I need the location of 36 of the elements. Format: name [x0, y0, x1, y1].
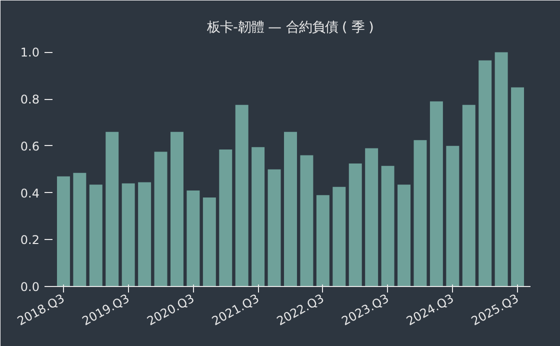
y-tick-label: 0.4 [20, 186, 40, 200]
bar [56, 176, 70, 286]
y-tick-label: 0.2 [20, 233, 40, 248]
y-tick-label: 1.0 [20, 46, 40, 60]
bar [398, 184, 410, 286]
y-tick-label: 0.8 [20, 92, 40, 107]
bar [122, 183, 135, 286]
y-tick-label: 0.0 [20, 280, 40, 294]
bar [219, 149, 232, 286]
bar [170, 132, 184, 286]
bar [348, 164, 362, 286]
bar [365, 148, 378, 286]
chart-title: 板卡-韌體 — 合約負債 ( 季 ) [206, 20, 374, 36]
bar [381, 166, 394, 286]
bar [138, 182, 152, 286]
bar [446, 146, 460, 286]
bar [478, 60, 492, 286]
bar [300, 155, 314, 286]
y-tick-label: 0.6 [20, 139, 40, 154]
bar [235, 104, 248, 286]
bar [430, 101, 443, 286]
bar [73, 172, 86, 286]
bar [284, 132, 297, 286]
bar [106, 132, 119, 286]
bar [511, 87, 524, 286]
bar [494, 52, 508, 286]
bar [462, 104, 476, 286]
bar [252, 147, 265, 286]
bar [316, 195, 330, 286]
bar [332, 186, 346, 286]
bar [154, 152, 168, 286]
bar [186, 190, 200, 286]
bar [202, 197, 216, 286]
bar [268, 169, 281, 286]
bar [89, 184, 102, 286]
bar [414, 140, 427, 286]
